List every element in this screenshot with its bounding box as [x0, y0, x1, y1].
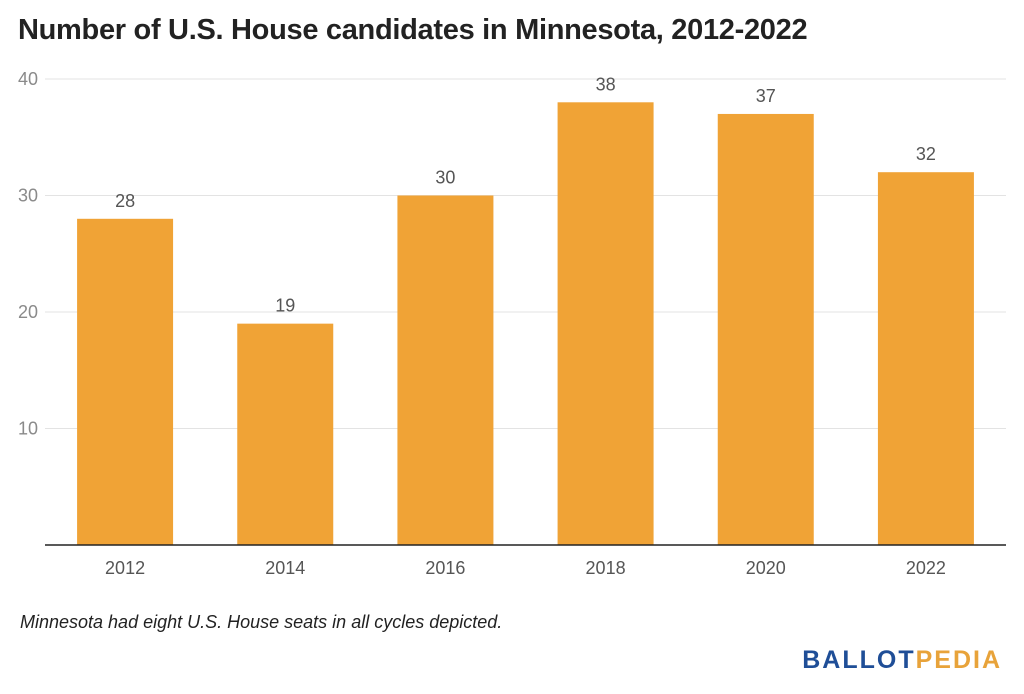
data-label: 38 — [596, 74, 616, 94]
y-tick-label: 30 — [18, 186, 38, 206]
bars — [77, 102, 974, 546]
bar-2018 — [557, 102, 654, 546]
x-tick-label: 2012 — [105, 558, 145, 578]
bar-2014 — [237, 323, 334, 545]
logo-part-1: BALLOT — [802, 646, 916, 674]
data-labels: 28 19 30 38 37 32 — [115, 74, 936, 315]
bar-2022 — [877, 172, 974, 545]
logo-part-2: PEDIA — [915, 646, 1002, 674]
x-axis-ticks: 2012 2014 2016 2018 2020 2022 — [105, 558, 946, 578]
gridlines — [45, 78, 1006, 429]
data-label: 19 — [275, 296, 295, 316]
data-label: 30 — [435, 168, 455, 188]
bar-2020 — [717, 113, 814, 545]
x-tick-label: 2014 — [265, 558, 305, 578]
y-axis-ticks: 10 20 30 40 — [18, 69, 38, 439]
chart-title: Number of U.S. House candidates in Minne… — [18, 14, 808, 46]
x-tick-label: 2016 — [425, 558, 465, 578]
x-tick-label: 2020 — [746, 558, 786, 578]
bar-2016 — [397, 195, 494, 545]
data-label: 37 — [756, 86, 776, 106]
y-tick-label: 20 — [18, 302, 38, 322]
data-label: 28 — [115, 191, 135, 211]
ballotpedia-logo: BALLOTPEDIA — [802, 646, 1002, 675]
x-tick-label: 2018 — [586, 558, 626, 578]
data-label: 32 — [916, 144, 936, 164]
footnote: Minnesota had eight U.S. House seats in … — [20, 612, 503, 632]
y-tick-label: 10 — [18, 419, 38, 439]
x-tick-label: 2022 — [906, 558, 946, 578]
y-tick-label: 40 — [18, 69, 38, 89]
bar-2012 — [77, 218, 174, 546]
